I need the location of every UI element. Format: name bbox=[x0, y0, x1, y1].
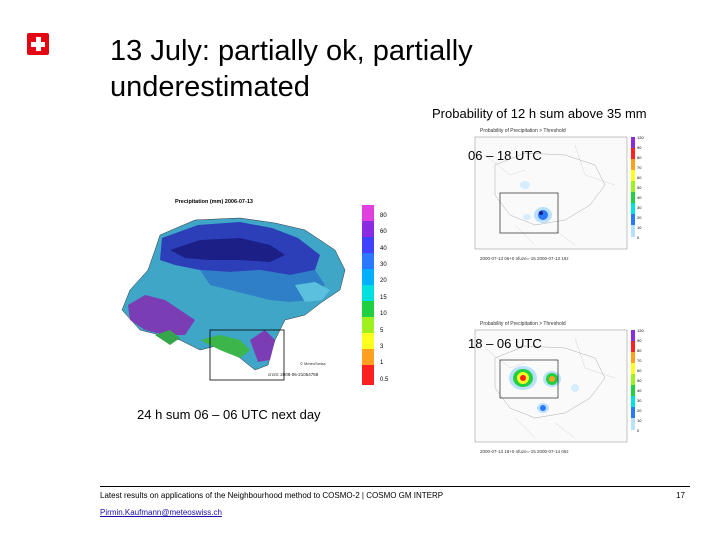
swiss-cross-logo bbox=[27, 33, 49, 55]
prob-scale-label: 0 bbox=[637, 428, 640, 433]
legend-tick-label: 20 bbox=[380, 278, 387, 285]
prob-scale-label: 90 bbox=[637, 145, 642, 150]
legend-tick-label: 80 bbox=[380, 213, 387, 219]
prob-scale-label: 80 bbox=[637, 155, 642, 160]
prob-scale-top bbox=[631, 137, 635, 237]
prob-scale-label: 120 bbox=[637, 328, 644, 333]
prob-scale-label: 50 bbox=[637, 378, 642, 383]
legend-tick-label: 60 bbox=[380, 229, 387, 236]
legend-tick-label: 40 bbox=[380, 245, 387, 252]
footer-divider bbox=[100, 486, 690, 487]
legend-tick-label: 0.5 bbox=[380, 376, 389, 383]
prob-scale-label: 90 bbox=[637, 338, 642, 343]
main-map-label: 24 h sum 06 – 06 UTC next day bbox=[137, 407, 321, 422]
footer-text: Latest results on applications of the Ne… bbox=[100, 491, 444, 500]
prob-scale-label: 40 bbox=[637, 388, 642, 393]
map-header: Precipitation (mm) 2006-07-13 bbox=[175, 199, 253, 205]
prob-scale-label: 20 bbox=[637, 408, 642, 413]
prob-scale-label: 30 bbox=[637, 205, 642, 210]
svg-text:Probability of Precipitation >: Probability of Precipitation > Threshold bbox=[480, 321, 566, 327]
legend-tick-label: 1 bbox=[380, 360, 384, 367]
prob-scale-label: 60 bbox=[637, 368, 642, 373]
prob-scale-label: 20 bbox=[637, 215, 642, 220]
prob-scale-label: 10 bbox=[637, 418, 642, 423]
panel-top-label: 06 – 18 UTC bbox=[468, 148, 542, 163]
prob-scale-label: 70 bbox=[637, 165, 642, 170]
prob-scale-label: 10 bbox=[637, 225, 642, 230]
prob-scale-label: 40 bbox=[637, 195, 642, 200]
prob-scale-label: 50 bbox=[637, 185, 642, 190]
prob-scale-label: 120 bbox=[637, 135, 644, 140]
precipitation-map: Precipitation (mm) 2006-07-13 © MeteoSwi… bbox=[121, 199, 346, 381]
prob-scale-label: 60 bbox=[637, 175, 642, 180]
precip-legend-bar bbox=[362, 205, 374, 385]
prob-scale-bottom bbox=[631, 330, 635, 430]
prob-scale-label: 0 bbox=[637, 235, 640, 240]
prob-panel-top: Probability of Precipitation > Threshold… bbox=[455, 125, 655, 265]
page-number: 17 bbox=[676, 491, 685, 500]
svg-text:2000-07-13 18+0 nfuze=-15 20: 2000-07-13 18+0 nfuze=-15 2000-07-14 06z bbox=[480, 449, 569, 454]
prob-subtitle: Probability of 12 h sum above 35 mm bbox=[432, 106, 647, 121]
prob-panel-bottom: Probability of Precipitation > Threshold… bbox=[455, 318, 655, 458]
legend-tick-label: 15 bbox=[380, 294, 387, 301]
svg-text:Probability of Precipitation >: Probability of Precipitation > Threshold bbox=[480, 128, 566, 134]
svg-text:2000-07-13 06+0 nfuze=-15 20: 2000-07-13 06+0 nfuze=-15 2000-07-13 18z bbox=[480, 256, 569, 261]
legend-tick-label: 10 bbox=[380, 311, 387, 318]
legend-tick-label: 5 bbox=[380, 327, 384, 334]
slide-title: 13 July: partially ok, partially underes… bbox=[110, 35, 473, 103]
svg-text:© MeteoSwiss: © MeteoSwiss bbox=[300, 361, 326, 366]
legend-tick-label: 3 bbox=[380, 343, 384, 350]
map-credit: crcnt: 2008-06-21064758 bbox=[268, 372, 319, 377]
legend-tick-label: 30 bbox=[380, 262, 387, 269]
prob-scale-label: 80 bbox=[637, 348, 642, 353]
email-link[interactable]: Pirmin.Kaufmann@meteoswiss.ch bbox=[100, 508, 222, 517]
prob-scale-label: 70 bbox=[637, 358, 642, 363]
prob-scale-label: 30 bbox=[637, 398, 642, 403]
panel-bottom-label: 18 – 06 UTC bbox=[468, 336, 542, 351]
